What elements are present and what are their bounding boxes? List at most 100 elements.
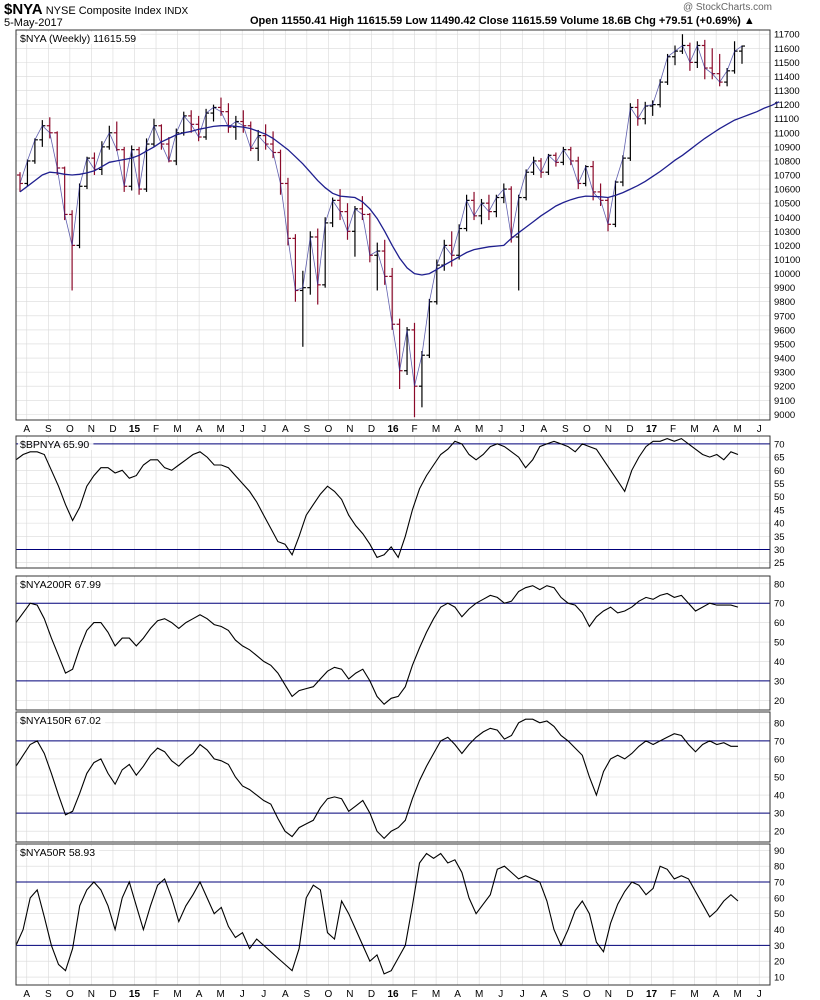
x-tick-label: 16 (387, 424, 399, 435)
panel-3: 20 30 40 50 60 70 80 $NYA150R 67.02 (15, 711, 785, 843)
price-bar (567, 146, 574, 166)
x-tick-label: F (411, 989, 417, 1000)
price-bar (150, 118, 157, 147)
price-bar (634, 98, 641, 126)
price-bar (61, 166, 68, 221)
x-tick-label: S (303, 424, 310, 435)
price-bar (426, 298, 433, 359)
x-tick-label: A (540, 989, 547, 1000)
y-tick-label: 30 (774, 809, 785, 820)
price-bar (485, 194, 492, 221)
x-tick-label: M (734, 424, 742, 435)
price-bar (396, 318, 403, 390)
price-bar (188, 110, 195, 133)
panel-frame (15, 711, 771, 843)
x-tick-label: A (454, 989, 461, 1000)
x-tick-label: D (626, 424, 633, 435)
price-bar (433, 259, 440, 305)
y-tick-label: 10300 (774, 227, 800, 238)
y-tick-label: 50 (774, 638, 785, 649)
panel-0: 9000 9100 9200 9300 9400 9500 9600 9700 9800 9900… (15, 29, 800, 435)
moving-average-line (19, 101, 780, 276)
x-tick-label: O (66, 989, 74, 1000)
y-tick-label: 80 (774, 718, 785, 729)
y-tick-label: 11500 (774, 58, 800, 69)
x-tick-label: J (520, 989, 525, 1000)
price-bar (24, 159, 31, 187)
panel-title-bg (18, 714, 106, 726)
index-name: NYSE Composite Index (45, 5, 162, 17)
x-tick-label: J (261, 424, 266, 435)
price-bar (165, 137, 172, 163)
x-tick-label: F (670, 989, 676, 1000)
panel-frame (15, 29, 771, 421)
y-tick-label: 10900 (774, 142, 800, 153)
price-bar (292, 234, 299, 302)
x-tick-label: F (153, 989, 159, 1000)
x-tick-label: N (605, 424, 612, 435)
y-tick-label: 11100 (774, 114, 799, 125)
y-tick-label: 70 (774, 439, 785, 450)
watermark: @ StockCharts.com (682, 2, 772, 13)
panel-2: 20 30 40 50 60 70 80 $NYA200R 67.99 (15, 575, 785, 711)
price-bar (255, 129, 262, 161)
x-tick-label: J (240, 989, 245, 1000)
breadth-line (15, 718, 738, 840)
y-tick-label: 9300 (774, 368, 795, 379)
price-bar (337, 189, 344, 221)
y-tick-label: 9700 (774, 311, 795, 322)
y-tick-label: 35 (774, 532, 785, 543)
y-tick-label: 9100 (774, 396, 795, 407)
panel-title-bg (18, 578, 106, 590)
x-tick-label: D (626, 989, 633, 1000)
x-tick-label: N (88, 424, 95, 435)
x-tick-label: A (713, 424, 720, 435)
breadth-line (15, 437, 739, 559)
price-bar (322, 217, 329, 288)
price-bar (240, 110, 247, 133)
x-tick-label: M (173, 424, 181, 435)
y-tick-label: 60 (774, 893, 785, 904)
price-bar (679, 34, 686, 54)
x-tick-label: 15 (129, 989, 141, 1000)
price-bar (418, 351, 425, 408)
x-tick-label: J (498, 989, 503, 1000)
x-tick-label: M (173, 989, 181, 1000)
y-tick-label: 10000 (774, 269, 800, 280)
y-tick-label: 80 (774, 862, 785, 873)
x-tick-label: D (109, 989, 116, 1000)
price-bar (143, 138, 150, 192)
panel-title-bg (18, 846, 100, 858)
price-bar (113, 121, 120, 152)
y-tick-label: 55 (774, 479, 785, 490)
panel-title: $NYA200R 67.99 (20, 579, 101, 591)
panel-title-bg (18, 438, 94, 450)
x-tick-label: M (432, 989, 440, 1000)
price-bar (686, 42, 693, 71)
price-bar (657, 79, 664, 108)
y-tick-label: 9900 (774, 283, 795, 294)
panel-frame (15, 575, 771, 711)
x-tick-label: O (66, 424, 74, 435)
price-bar (619, 155, 626, 187)
x-tick-label: M (734, 989, 742, 1000)
x-tick-label: A (540, 424, 547, 435)
x-tick-label: S (562, 424, 569, 435)
x-tick-label: F (411, 424, 417, 435)
y-tick-label: 10700 (774, 171, 800, 182)
x-tick-label: J (757, 424, 762, 435)
x-tick-label: M (216, 989, 224, 1000)
panel-4: 10 20 30 40 50 60 70 80 90 A S O N D 15 F M A M J J A S O N D 16 F M… (15, 843, 785, 1000)
price-bar (552, 152, 559, 167)
y-tick-label: 9600 (774, 325, 795, 336)
price-bar (106, 125, 113, 150)
y-tick-label: 40 (774, 657, 785, 668)
price-bar (232, 115, 239, 140)
x-tick-label: D (368, 989, 375, 1000)
x-tick-label: M (432, 424, 440, 435)
y-tick-label: 11600 (774, 44, 800, 55)
symbol-label: $NYA (4, 1, 43, 18)
price-bar (701, 39, 708, 80)
price-bar (217, 97, 224, 116)
price-bar (344, 203, 351, 240)
